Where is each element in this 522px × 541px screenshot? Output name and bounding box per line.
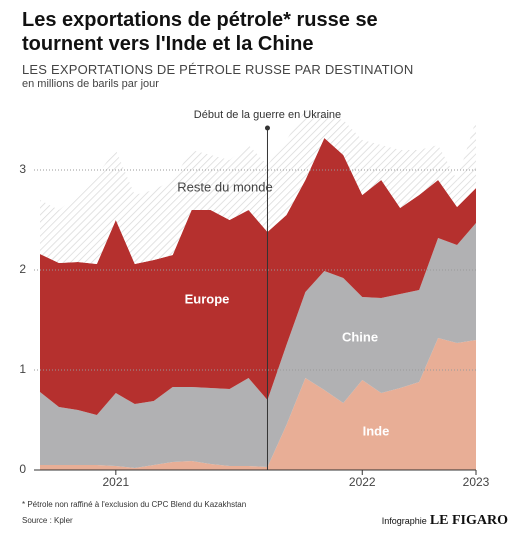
area (40, 223, 476, 468)
chart-subtitle: LES EXPORTATIONS DE PÉTROLE RUSSE PAR DE… (22, 62, 414, 77)
source: Source : Kpler (22, 516, 73, 525)
y-tick-label: 2 (19, 262, 26, 276)
y-tick-label: 3 (19, 162, 26, 176)
chart: Inde Chine Europe Reste du monde 0 1 2 3 2021 202… (19, 109, 490, 489)
y-tick-label: 1 (19, 362, 26, 376)
brand: LE FIGARO (429, 513, 508, 528)
series-label: Europe (185, 291, 230, 306)
annotation-dot (264, 125, 270, 131)
series-label: Reste du monde (177, 179, 272, 194)
chart-title: Les exportations de pétrole* russe se to… (22, 9, 378, 55)
unit-label: en millions de barils par jour (22, 78, 159, 90)
footnote: * Pétrole non raffiné à l'exclusion du C… (22, 500, 247, 509)
credit-text: Infographie (381, 516, 427, 526)
series-label: Inde (363, 423, 390, 438)
area (40, 110, 476, 264)
y-tick-label: 0 (19, 462, 26, 476)
area (40, 138, 476, 415)
series-label: Chine (342, 329, 378, 344)
credit: Infographie LE FIGARO (382, 513, 508, 529)
annotation-label: Début de la guerre en Ukraine (194, 109, 341, 121)
x-tick-label: 2022 (349, 475, 376, 489)
x-tick-label: 2023 (463, 475, 490, 489)
area (40, 338, 476, 470)
x-tick-label: 2021 (102, 475, 129, 489)
